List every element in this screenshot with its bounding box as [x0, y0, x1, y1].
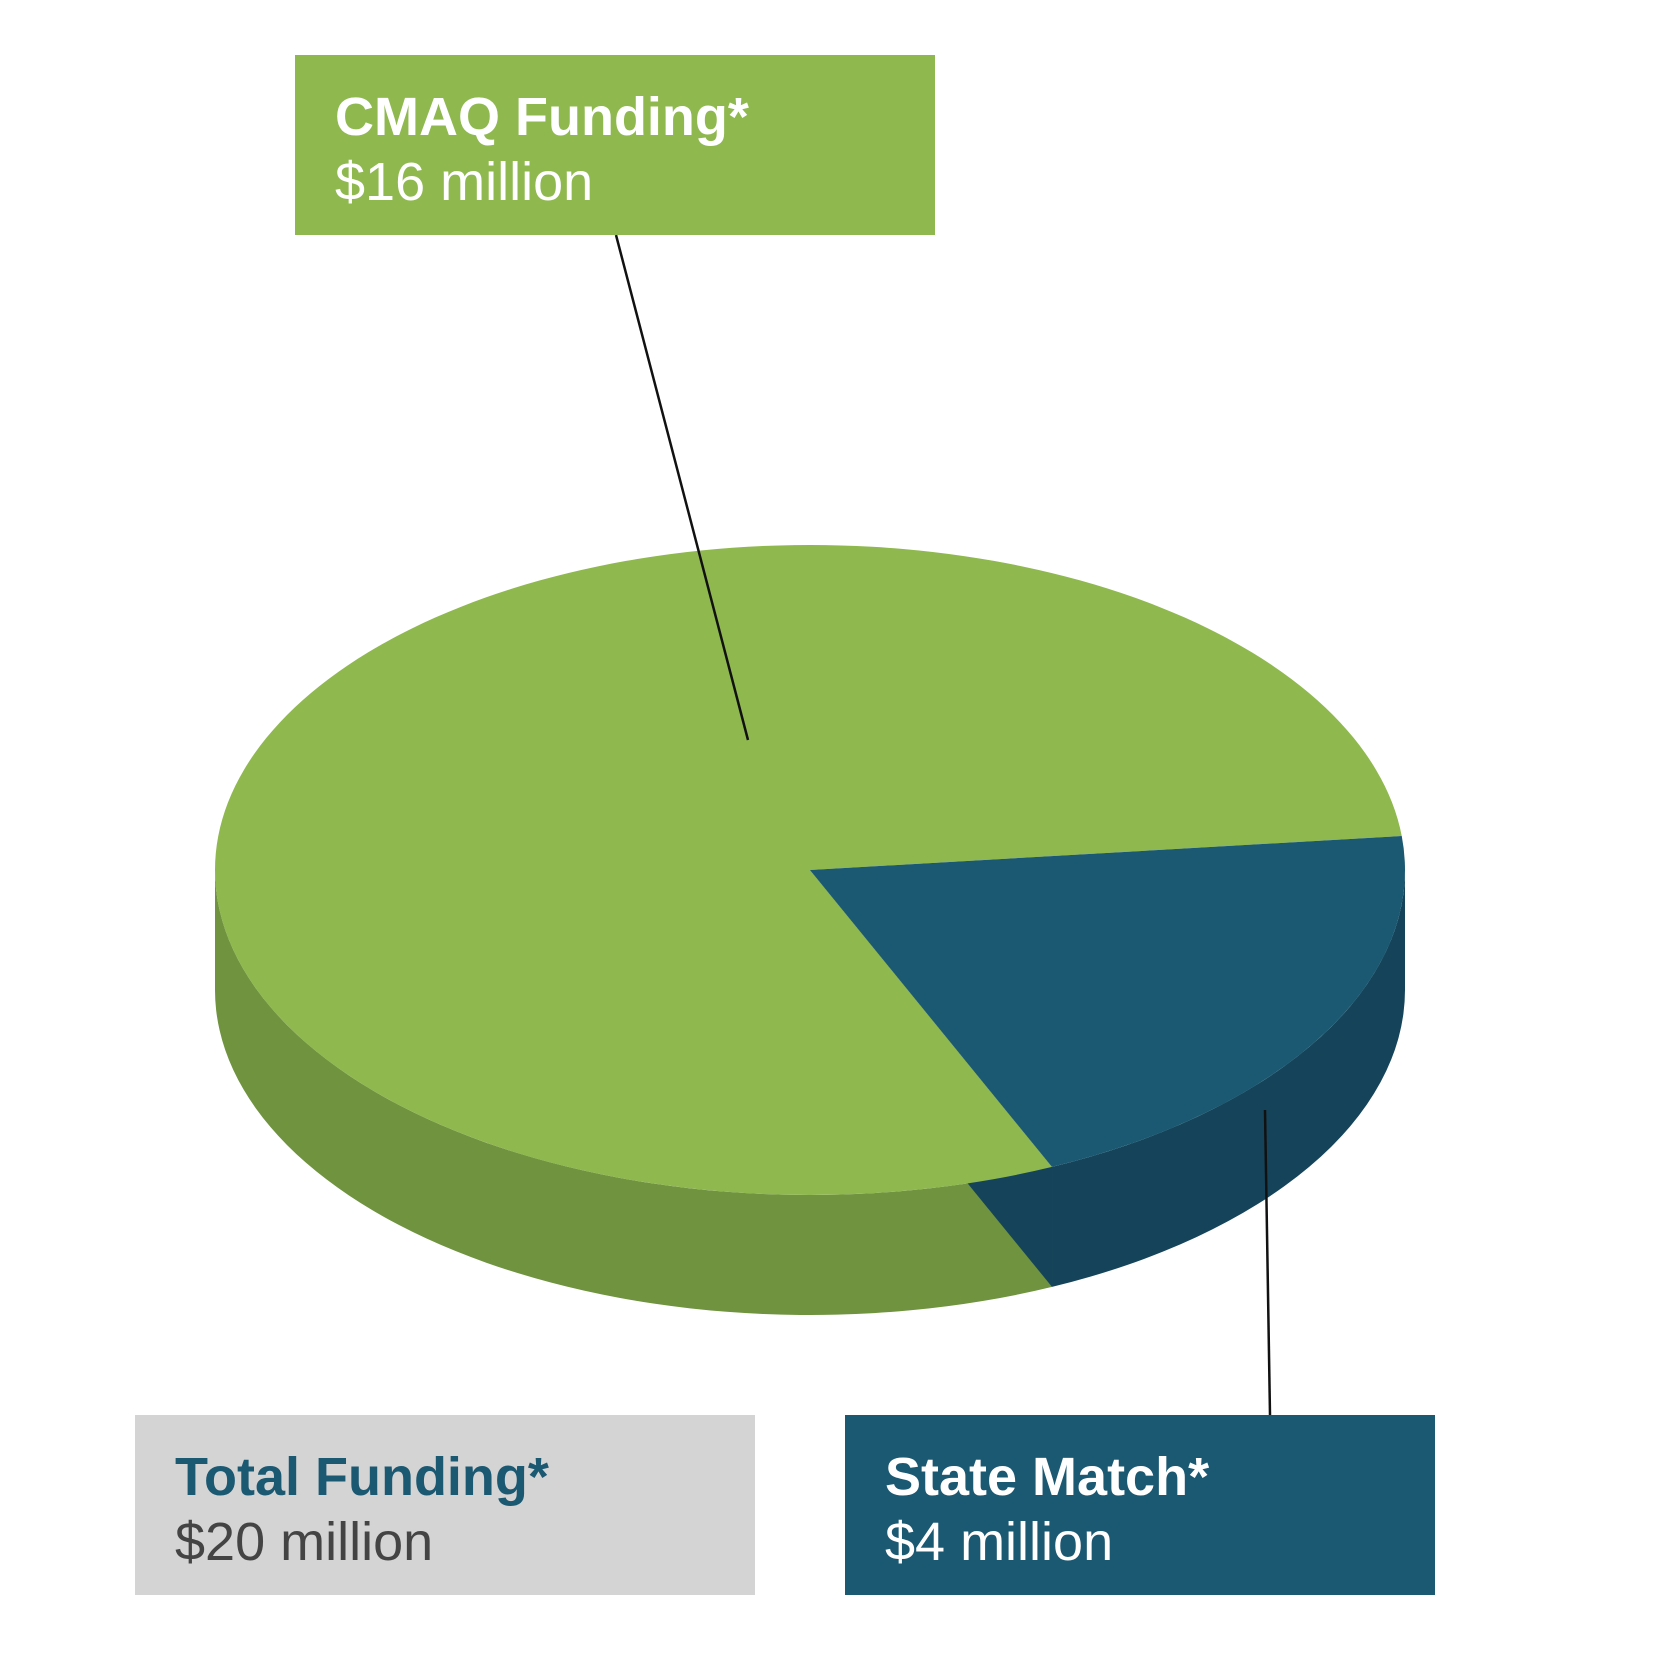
callout-cmaq-title: CMAQ Funding*	[335, 85, 895, 150]
pie-tops	[215, 545, 1405, 1195]
callout-state-value: $4 million	[885, 1510, 1395, 1575]
callout-total-value: $20 million	[175, 1510, 715, 1575]
callout-state-title: State Match*	[885, 1445, 1395, 1510]
callout-total-title: Total Funding*	[175, 1445, 715, 1510]
callout-cmaq: CMAQ Funding* $16 million	[295, 55, 935, 235]
callout-state: State Match* $4 million	[845, 1415, 1435, 1595]
callout-total: Total Funding* $20 million	[135, 1415, 755, 1595]
callout-cmaq-value: $16 million	[335, 150, 895, 215]
